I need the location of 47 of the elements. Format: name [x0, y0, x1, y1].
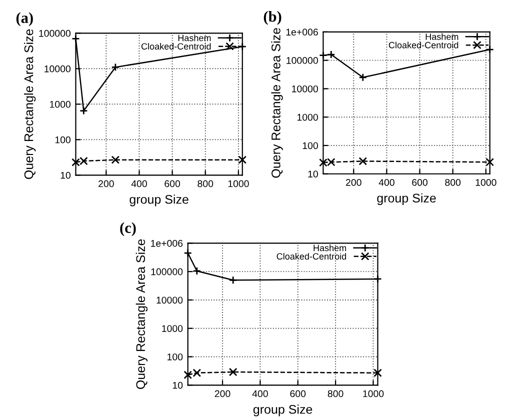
x-axis-title: group Size [377, 193, 436, 206]
x-tick-label: 600 [412, 179, 428, 186]
y-tick-label: 10000 [156, 296, 183, 304]
y-tick-label: 100000 [286, 57, 318, 64]
chart-title: (c) [120, 222, 136, 236]
y-tick-label: 10 [60, 172, 71, 179]
legend-label: Cloaked-Centroid [141, 42, 211, 50]
chart-title: (b) [264, 10, 282, 25]
x-tick-label: 200 [214, 390, 230, 398]
y-tick-label: 100 [302, 142, 318, 150]
y-tick-label: 1e+006 [286, 28, 318, 36]
x-tick-label: 600 [290, 390, 306, 398]
x-tick-label: 800 [445, 179, 461, 186]
x-tick-label: 200 [346, 179, 362, 186]
y-axis-title: Query Rectangle Area Size [24, 29, 36, 179]
y-tick-label: 10000 [44, 65, 71, 72]
x-tick-label: 400 [252, 390, 268, 398]
y-tick-label: 10 [308, 170, 318, 178]
y-tick-label: 100000 [39, 30, 71, 37]
y-tick-label: 10 [172, 382, 183, 389]
legend-label: Cloaked-Centroid [276, 252, 346, 260]
legend-label: Hashem [314, 244, 346, 252]
y-tick-label: 100 [55, 136, 71, 144]
y-tick-label: 1000 [162, 325, 183, 332]
x-tick-label: 400 [378, 179, 394, 186]
legend-label: Hashem [426, 33, 458, 40]
chart-title: (a) [16, 12, 33, 26]
x-tick-label: 600 [164, 180, 180, 188]
y-tick-label: 10000 [292, 85, 318, 92]
x-tick-label: 1000 [476, 179, 496, 186]
x-tick-label: 400 [131, 180, 147, 188]
y-tick-label: 1000 [50, 100, 71, 108]
x-tick-label: 800 [328, 390, 344, 398]
x-tick-label: 1000 [228, 180, 249, 188]
x-axis-title: group Size [130, 194, 188, 206]
y-axis-title: Query Rectangle Area Size [271, 28, 283, 178]
x-tick-label: 200 [98, 180, 114, 188]
y-tick-label: 1000 [297, 114, 318, 121]
x-tick-label: 800 [198, 180, 214, 188]
x-tick-label: 1000 [363, 390, 384, 398]
y-tick-label: 100000 [151, 268, 183, 276]
legend-label: Cloaked-Centroid [388, 42, 458, 48]
legend-label: Hashem [178, 34, 211, 42]
y-tick-label: 1e+006 [151, 240, 183, 247]
y-axis-title: Query Rectangle Area Size [136, 239, 148, 389]
y-tick-label: 100 [168, 353, 183, 360]
x-axis-title: group Size [253, 404, 312, 416]
